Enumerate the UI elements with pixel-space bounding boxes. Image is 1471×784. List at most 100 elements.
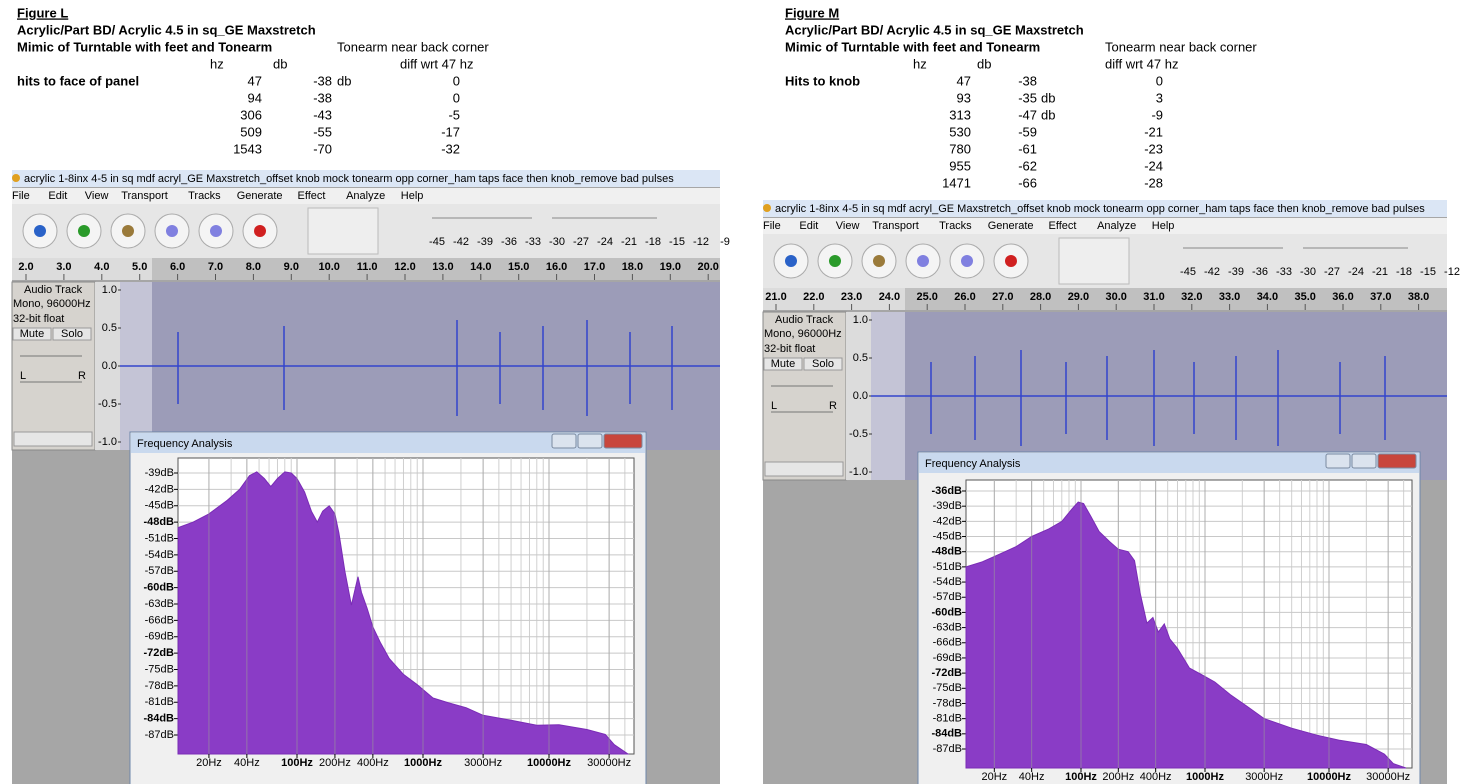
minimize-button[interactable]	[1325, 453, 1351, 469]
db-tick-label: -81dB	[933, 713, 962, 725]
mute-button[interactable]	[763, 357, 803, 371]
menu-item[interactable]: Help	[1152, 220, 1175, 232]
cell-db: -38	[313, 90, 332, 105]
ruler-label: 26.0	[954, 291, 975, 303]
play-button-icon	[829, 255, 841, 267]
db-tick-label: -54dB	[145, 549, 174, 561]
close-button[interactable]	[603, 433, 643, 449]
menu-item[interactable]: Edit	[799, 220, 818, 232]
cell-diff: -24	[1144, 158, 1163, 173]
sheet-line: Mimic of Turntable with feet and Tonearm	[17, 39, 272, 54]
track-depth: 32-bit float	[13, 313, 64, 325]
menu-item[interactable]: Generate	[988, 220, 1034, 232]
ruler-label: 3.0	[56, 261, 71, 273]
db-tick-label: -87dB	[933, 743, 962, 755]
hz-tick-label: 30000Hz	[587, 757, 631, 769]
solo-button[interactable]	[803, 357, 843, 371]
menu-bar	[12, 188, 720, 204]
ruler-label: 22.0	[803, 291, 824, 303]
ruler-label: 5.0	[132, 261, 147, 273]
cell-db: -38	[313, 73, 332, 88]
menu-item[interactable]: Help	[401, 190, 424, 202]
column-header: diff wrt 47 hz	[400, 56, 473, 71]
ruler-label: 20.0	[697, 261, 718, 273]
app-icon	[12, 174, 20, 182]
cell-db: -38	[1018, 73, 1037, 88]
cell-hz: 509	[240, 124, 262, 139]
meter-scale: -39	[477, 236, 493, 248]
sheet-note: Tonearm near back corner	[337, 39, 489, 54]
solo-button[interactable]	[52, 327, 92, 341]
maximize-button[interactable]	[577, 433, 603, 449]
menu-item[interactable]: Effect	[298, 190, 326, 202]
figure-title: Figure L	[17, 5, 68, 20]
db-tick-label: -39dB	[145, 467, 174, 479]
pause-button-icon	[785, 255, 797, 267]
cell-diff: -9	[1151, 107, 1163, 122]
cell-db: -62	[1018, 158, 1037, 173]
cell-diff: -32	[441, 141, 460, 156]
menu-item[interactable]: Edit	[48, 190, 67, 202]
ruler-label: 30.0	[1105, 291, 1126, 303]
window-title: acrylic 1-8inx 4-5 in sq mdf acryl_GE Ma…	[775, 203, 1425, 215]
cell-hz: 1543	[233, 141, 262, 156]
menu-item[interactable]: File	[763, 220, 781, 232]
menu-item[interactable]: Transport	[872, 220, 919, 232]
hz-tick-label: 10000Hz	[527, 757, 572, 769]
cell-diff: 0	[1156, 73, 1163, 88]
hz-tick-label: 3000Hz	[464, 757, 502, 769]
db-tick-label: -75dB	[145, 663, 174, 675]
menu-item[interactable]: File	[12, 190, 30, 202]
ruler-label: 8.0	[246, 261, 261, 273]
title-bar	[763, 200, 1447, 217]
maximize-button[interactable]	[1351, 453, 1377, 469]
pan-right: R	[829, 400, 837, 412]
menu-item[interactable]: Analyze	[1097, 220, 1136, 232]
close-button[interactable]	[1377, 453, 1417, 469]
menu-item[interactable]: Generate	[237, 190, 283, 202]
ruler-label: 21.0	[765, 291, 786, 303]
menu-item[interactable]: Transport	[121, 190, 168, 202]
play-button-icon	[78, 225, 90, 237]
amplitude-label: -1.0	[849, 466, 868, 478]
menu-item[interactable]: Tracks	[939, 220, 972, 232]
meter-scale: -30	[1300, 266, 1316, 278]
amplitude-label: 1.0	[853, 314, 868, 326]
db-tick-label: -57dB	[933, 591, 962, 603]
db-tick-label: -36dB	[931, 485, 962, 497]
cell-diff: -23	[1144, 141, 1163, 156]
menu-item[interactable]: View	[836, 220, 860, 232]
menu-item[interactable]: Effect	[1049, 220, 1077, 232]
menu-item[interactable]: Tracks	[188, 190, 221, 202]
cell-db: -61	[1018, 141, 1037, 156]
amplitude-label: -0.5	[849, 428, 868, 440]
collapse-button[interactable]	[764, 461, 844, 477]
db-tick-label: -48dB	[931, 546, 962, 558]
cell-diff: -5	[448, 107, 460, 122]
meter-scale: -15	[669, 236, 685, 248]
cell-unit: db	[337, 73, 351, 88]
cell-db: -35	[1018, 90, 1037, 105]
hz-tick-label: 40Hz	[234, 757, 260, 769]
track-name[interactable]: Audio Track	[24, 284, 83, 296]
amplitude-label: 1.0	[102, 284, 117, 296]
collapse-button[interactable]	[13, 431, 93, 447]
meter-scale: -24	[1348, 266, 1364, 278]
column-header: hz	[210, 56, 224, 71]
menu-item[interactable]: Analyze	[346, 190, 385, 202]
column-header: db	[977, 56, 991, 71]
ruler-label: 31.0	[1143, 291, 1164, 303]
ruler-label: 11.0	[357, 261, 378, 273]
db-tick-label: -69dB	[145, 631, 174, 643]
meter-scale: -21	[621, 236, 637, 248]
ruler-label: 24.0	[879, 291, 900, 303]
ruler-label: 18.0	[622, 261, 643, 273]
minimize-button[interactable]	[551, 433, 577, 449]
mute-button[interactable]	[12, 327, 52, 341]
ruler-label: 25.0	[916, 291, 937, 303]
meter-scale: -39	[1228, 266, 1244, 278]
mute-label: Mute	[771, 358, 795, 370]
track-name[interactable]: Audio Track	[775, 314, 834, 326]
menu-item[interactable]: View	[85, 190, 109, 202]
